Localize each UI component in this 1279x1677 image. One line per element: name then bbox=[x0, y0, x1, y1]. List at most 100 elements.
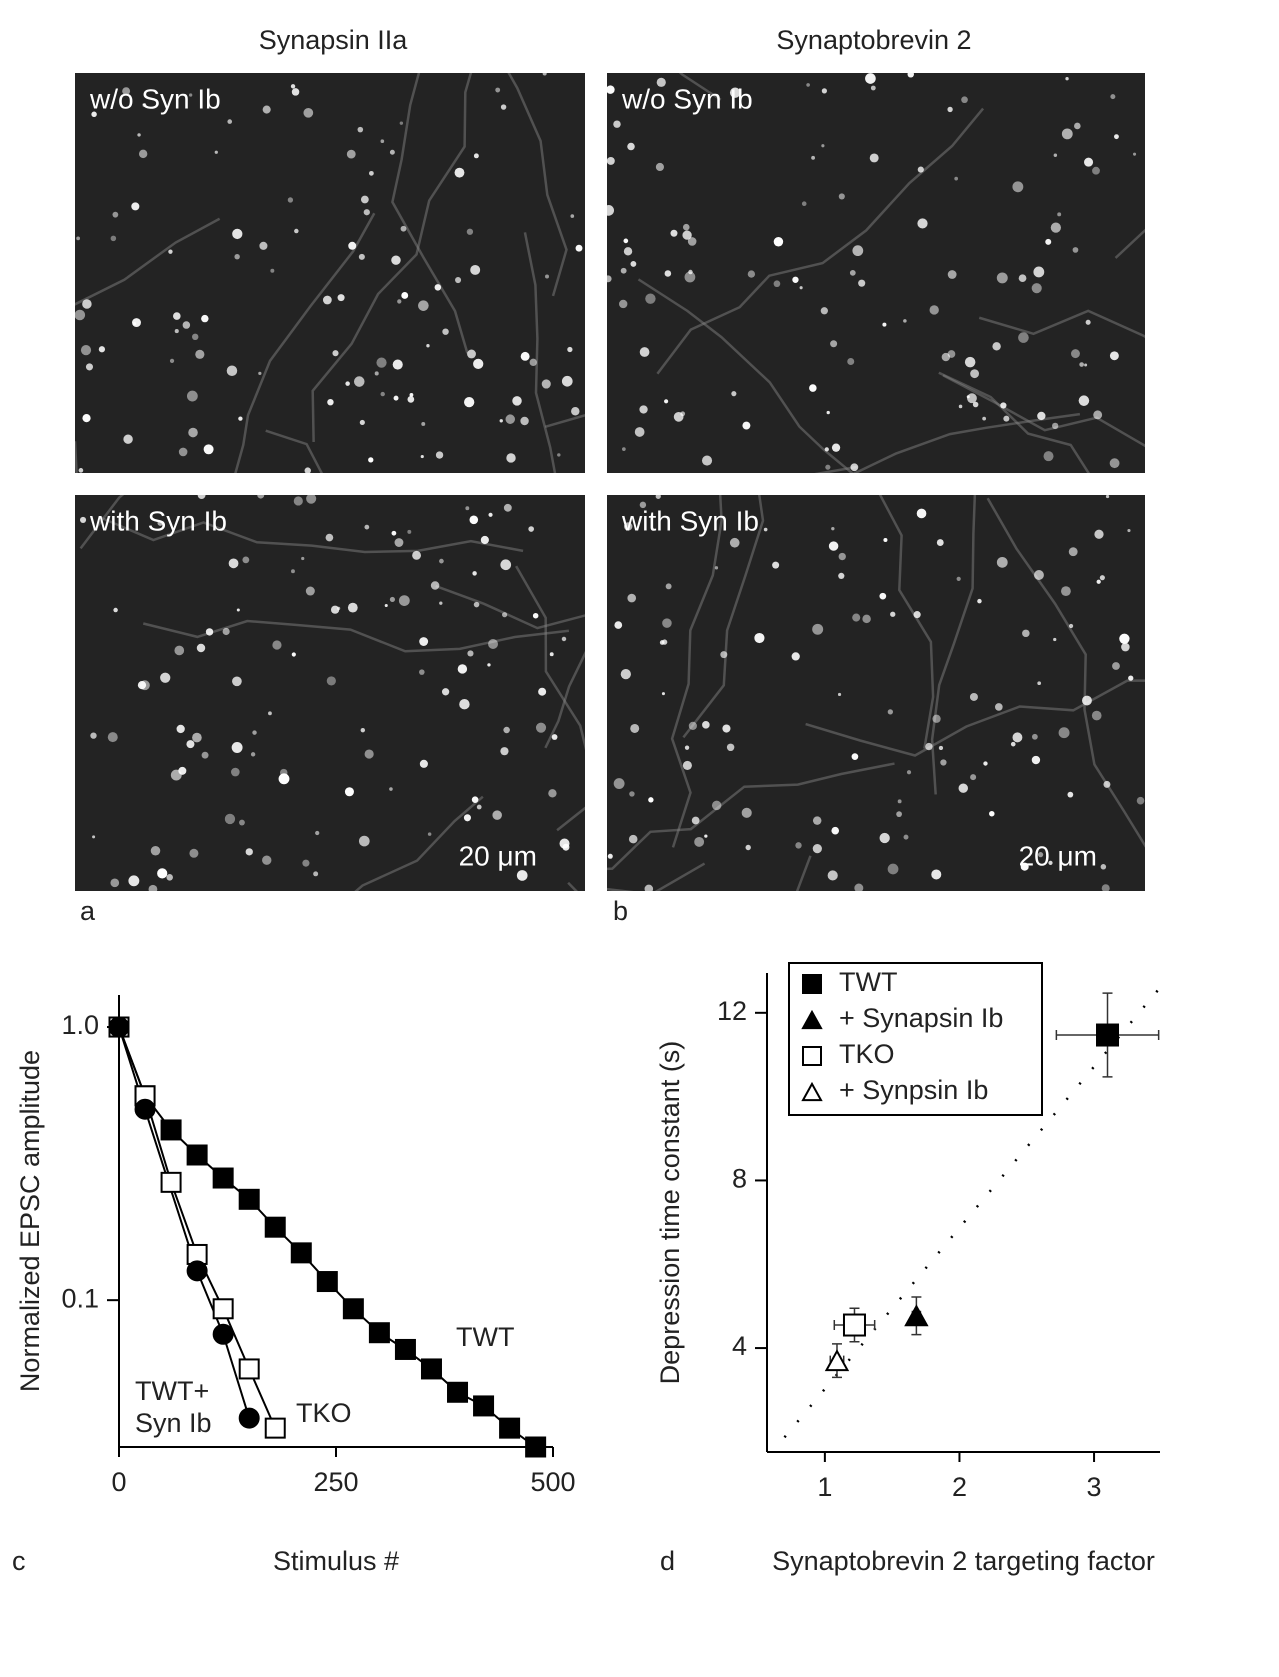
fluorescence-spot bbox=[503, 726, 510, 734]
marker bbox=[1096, 1023, 1120, 1047]
fluorescence-spot bbox=[682, 230, 692, 240]
fluorescence-spot bbox=[257, 495, 265, 499]
fluorescence-spot bbox=[691, 816, 700, 825]
fluorescence-spot bbox=[90, 732, 97, 739]
marker bbox=[447, 1381, 469, 1403]
fluorescence-spot bbox=[473, 153, 479, 159]
fluorescence-spot bbox=[471, 796, 479, 803]
marker bbox=[420, 1358, 442, 1380]
fluorescence-spot bbox=[614, 621, 623, 629]
neurite bbox=[507, 73, 568, 297]
fluorescence-spot bbox=[869, 153, 879, 163]
fluorescence-spot bbox=[879, 592, 887, 600]
fluorescence-spot bbox=[570, 214, 575, 218]
fluorescence-spot bbox=[1020, 862, 1029, 871]
fluorescence-spot bbox=[502, 612, 508, 618]
fluorescence-spot bbox=[1127, 528, 1131, 533]
marker bbox=[290, 1242, 312, 1264]
fluorescence-spot bbox=[983, 761, 988, 766]
fluorescence-spot bbox=[966, 395, 970, 399]
fluorescence-spot bbox=[687, 237, 697, 246]
fluorescence-spot bbox=[420, 454, 424, 459]
fluorescence-spot bbox=[847, 357, 855, 365]
marker bbox=[824, 1349, 850, 1372]
fluorescence-spot bbox=[628, 834, 638, 844]
fluorescence-spot bbox=[488, 639, 499, 649]
fluorescence-spot bbox=[890, 611, 896, 617]
legend-label: TWT bbox=[839, 967, 897, 997]
fluorescence-spot bbox=[228, 558, 239, 569]
fluorescence-spot bbox=[795, 842, 802, 849]
neurite bbox=[75, 441, 78, 473]
fluorescence-spot bbox=[812, 816, 822, 825]
fluorescence-spot bbox=[262, 105, 271, 114]
marker bbox=[801, 1009, 823, 1030]
fluorescence-spot bbox=[195, 349, 205, 359]
fluorescence-spot bbox=[879, 832, 890, 844]
fluorescence-spot bbox=[1012, 181, 1024, 193]
fluorescence-spot bbox=[85, 363, 94, 371]
fluorescence-spot bbox=[291, 652, 296, 657]
fluorescence-spot bbox=[731, 391, 737, 397]
fluorescence-spot bbox=[831, 526, 835, 531]
fluorescence-spot bbox=[661, 692, 665, 696]
marker bbox=[904, 1304, 929, 1327]
fluorescence-spot bbox=[430, 581, 440, 590]
fluorescence-spot bbox=[670, 229, 678, 237]
fluorescence-spot bbox=[392, 359, 403, 370]
fluorescence-spot bbox=[701, 455, 713, 466]
fluorescence-spot bbox=[827, 870, 838, 881]
fluorescence-spot bbox=[112, 211, 119, 218]
fluorescence-spot bbox=[76, 236, 81, 241]
fluorescence-spot bbox=[231, 742, 243, 753]
fluorescence-spot bbox=[259, 241, 268, 250]
fluorescence-spot bbox=[399, 121, 404, 125]
marker bbox=[186, 1144, 208, 1166]
fluorescence-spot bbox=[226, 365, 238, 376]
micrograph-content bbox=[607, 73, 1145, 473]
marker bbox=[238, 1188, 260, 1210]
fluorescence-spot bbox=[1078, 395, 1090, 406]
fluorescence-spot bbox=[754, 632, 765, 644]
fluorescence-spot bbox=[500, 104, 507, 110]
fluorescence-spot bbox=[242, 556, 250, 564]
fluorescence-spot bbox=[270, 268, 275, 273]
fluorescence-spot bbox=[268, 711, 272, 716]
fluorescence-spot bbox=[694, 836, 705, 847]
series-label: TWT+ Syn Ib bbox=[135, 1376, 212, 1438]
fluorescence-spot bbox=[203, 444, 214, 455]
fluorescence-spot bbox=[492, 810, 502, 820]
fluorescence-spot bbox=[389, 149, 395, 155]
fluorescence-spot bbox=[714, 566, 719, 570]
fluorescence-spot bbox=[182, 321, 191, 329]
micrograph bbox=[607, 73, 1145, 473]
fluorescence-spot bbox=[684, 745, 690, 750]
fluorescence-spot bbox=[258, 371, 262, 375]
marker bbox=[264, 1216, 286, 1238]
fluorescence-spot bbox=[745, 844, 751, 851]
fluorescence-spot bbox=[1050, 222, 1061, 233]
fluorescence-spot bbox=[463, 814, 471, 822]
fluorescence-spot bbox=[250, 752, 256, 757]
fluorescence-spot bbox=[720, 651, 728, 659]
marker bbox=[108, 1016, 130, 1038]
legend-label: + Synpsin Ib bbox=[839, 1075, 988, 1105]
fluorescence-spot bbox=[500, 559, 512, 571]
fluorescence-spot bbox=[520, 351, 530, 361]
fluorescence-spot bbox=[607, 205, 615, 216]
fluorescence-spot bbox=[1068, 547, 1078, 557]
fluorescence-spot bbox=[131, 202, 140, 211]
fluorescence-spot bbox=[620, 267, 627, 274]
fluorescence-spot bbox=[357, 126, 364, 133]
fluorescence-spot bbox=[967, 393, 977, 404]
fluorescence-spot bbox=[1048, 860, 1053, 866]
fluorescence-spot bbox=[293, 496, 303, 506]
fluorescence-spot bbox=[1072, 247, 1079, 253]
fluorescence-spot bbox=[412, 550, 422, 560]
fluorescence-spot bbox=[1051, 422, 1059, 430]
fluorescence-spot bbox=[128, 875, 140, 887]
fluorescence-spot bbox=[500, 747, 509, 756]
micrograph-content bbox=[79, 495, 585, 891]
fluorescence-spot bbox=[941, 352, 951, 362]
